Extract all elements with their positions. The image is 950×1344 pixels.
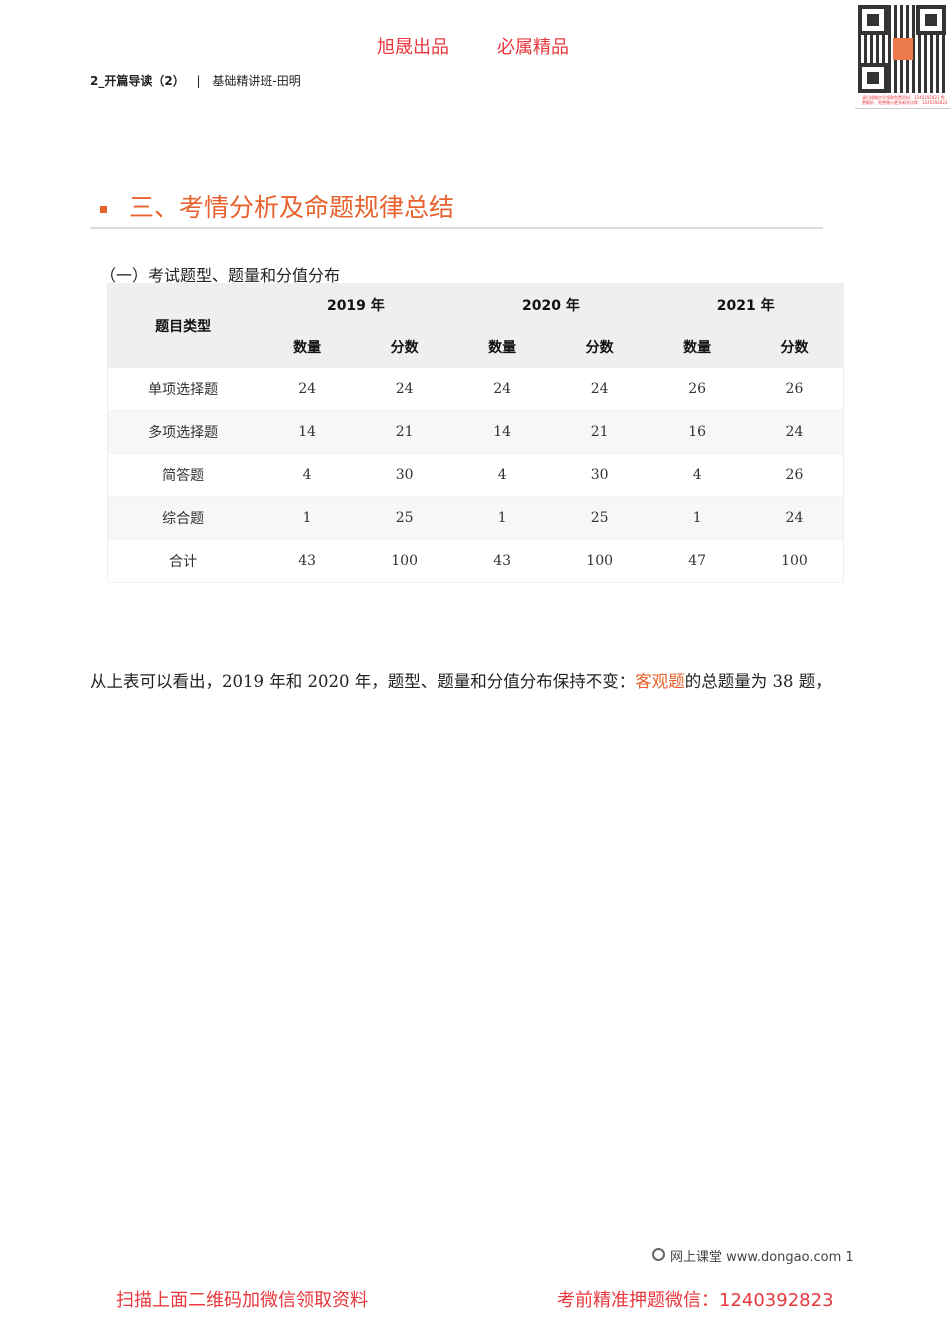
logo-icon — [652, 1248, 665, 1261]
course-name: 基础精讲班-田明 — [212, 74, 301, 88]
table-cell: 24 — [355, 368, 454, 411]
banner-right: 必属精品 — [497, 37, 569, 58]
year-header: 2021 年 — [648, 283, 844, 326]
subsection-title: （一）考试题型、题量和分值分布 — [100, 266, 341, 285]
qr-code-image — [858, 5, 946, 93]
banner-left: 旭晟出品 — [377, 37, 449, 58]
table-cell: 21 — [355, 410, 454, 454]
sub-header: 分数 — [745, 326, 844, 368]
sub-header: 数量 — [258, 326, 356, 368]
table-cell: 100 — [550, 539, 649, 583]
row-type: 综合题 — [107, 496, 259, 540]
table-cell: 1 — [453, 496, 551, 540]
table-cell: 25 — [550, 496, 649, 540]
table-cell: 100 — [745, 539, 844, 583]
table-cell: 4 — [258, 453, 356, 497]
footer-text: 网上课堂 www.dongao.com 1 — [670, 1250, 854, 1265]
exam-distribution-table: 题目类型 2019 年 2020 年 2021 年 数量 分数 数量 分数 数量 分数 单… — [107, 283, 844, 583]
highlighted-term: 客观题 — [635, 672, 685, 691]
row-type: 多项选择题 — [107, 410, 259, 454]
table-cell: 14 — [453, 410, 551, 454]
table-cell: 30 — [550, 453, 649, 497]
table-cell: 1 — [258, 496, 356, 540]
table-cell: 43 — [258, 539, 356, 583]
sub-header: 分数 — [355, 326, 454, 368]
page-footer: 网上课堂 www.dongao.com 1 — [652, 1246, 854, 1265]
bullet-icon — [100, 206, 107, 213]
table-row: 合计 43 100 43 100 47 100 — [107, 539, 844, 583]
section-title: 三、考情分析及命题规律总结 — [129, 193, 455, 222]
paragraph-text: 从上表可以看出，2019 年和 2020 年，题型、题量和分值分布保持不变： — [90, 672, 636, 691]
table-cell: 47 — [648, 539, 746, 583]
table-cell: 24 — [258, 368, 356, 411]
table-row: 综合题 1 25 1 25 1 24 — [107, 496, 844, 540]
row-type: 简答题 — [107, 453, 259, 497]
table-cell: 24 — [550, 368, 649, 411]
section-heading: 三、考情分析及命题规律总结 — [100, 188, 454, 224]
row-type: 单项选择题 — [107, 368, 259, 411]
header-separator: | — [196, 74, 201, 88]
table-cell: 100 — [355, 539, 454, 583]
divider — [855, 108, 950, 109]
table-cell: 24 — [453, 368, 551, 411]
qr-caption: 请扫描微信号领取免费资料：1240392823 免费解析、免费赠与更多新资讯等：… — [862, 95, 948, 105]
year-header: 2019 年 — [258, 283, 454, 326]
type-header: 题目类型 — [107, 283, 259, 368]
table-cell: 30 — [355, 453, 454, 497]
table-cell: 21 — [550, 410, 649, 454]
sub-header: 分数 — [550, 326, 649, 368]
paragraph-text: 的总题量为 38 题， — [684, 672, 832, 691]
body-paragraph: 从上表可以看出，2019 年和 2020 年，题型、题量和分值分布保持不变：客观… — [90, 668, 832, 692]
table-cell: 26 — [745, 368, 844, 411]
table-row: 多项选择题 14 21 14 21 16 24 — [107, 410, 844, 454]
table-cell: 24 — [745, 496, 844, 540]
page-header: 2_开篇导读（2） | 基础精讲班-田明 — [90, 72, 301, 89]
table-row: 简答题 4 30 4 30 4 26 — [107, 453, 844, 497]
year-header: 2020 年 — [453, 283, 649, 326]
row-type: 合计 — [107, 539, 259, 583]
table-cell: 4 — [453, 453, 551, 497]
table-cell: 16 — [648, 410, 746, 454]
table-cell: 26 — [648, 368, 746, 411]
table-row: 单项选择题 24 24 24 24 26 26 — [107, 368, 844, 411]
sub-header: 数量 — [648, 326, 746, 368]
bottom-promo-left: 扫描上面二维码加微信领取资料 — [116, 1290, 368, 1311]
sub-header: 数量 — [453, 326, 551, 368]
table-cell: 1 — [648, 496, 746, 540]
table-cell: 25 — [355, 496, 454, 540]
table-cell: 14 — [258, 410, 356, 454]
chapter-title: 2_开篇导读（2） — [90, 74, 185, 88]
table-cell: 43 — [453, 539, 551, 583]
table-cell: 26 — [745, 453, 844, 497]
bottom-promo-right: 考前精准押题微信：1240392823 — [557, 1290, 834, 1311]
section-divider — [90, 227, 823, 229]
table-cell: 24 — [745, 410, 844, 454]
table-cell: 4 — [648, 453, 746, 497]
